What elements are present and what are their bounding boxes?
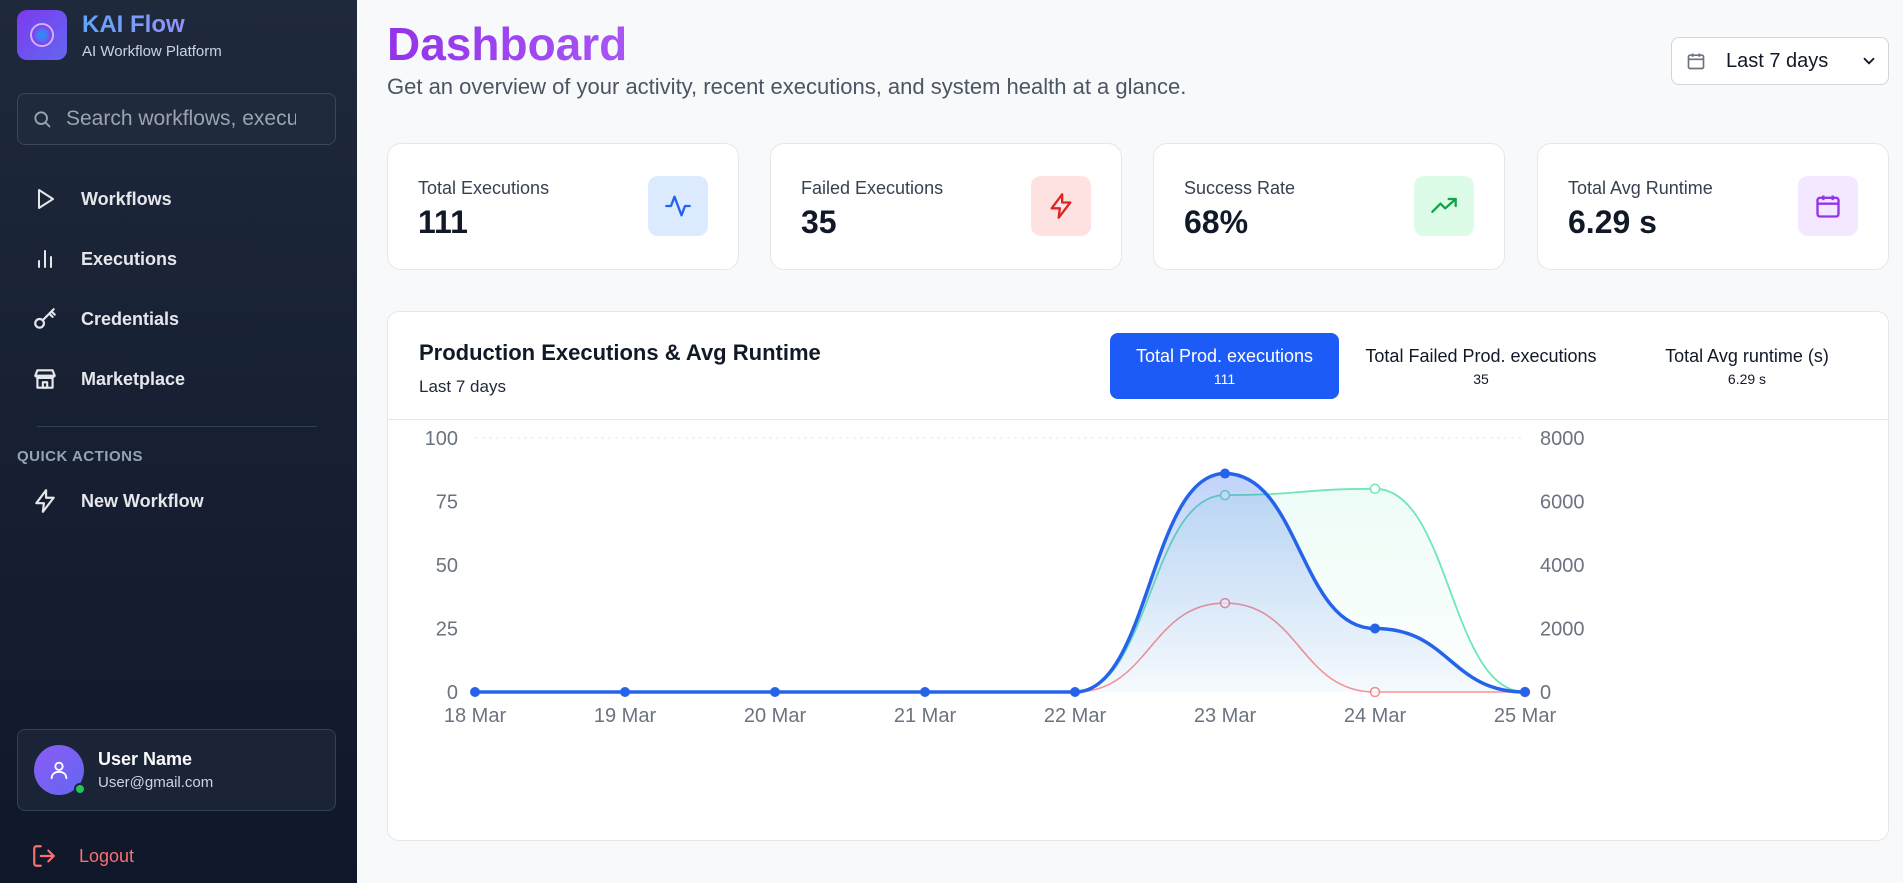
y-left-tick-label: 75 bbox=[436, 492, 458, 514]
calendar-icon bbox=[1798, 176, 1858, 236]
avatar bbox=[34, 745, 86, 795]
page-title: Dashboard bbox=[387, 18, 628, 70]
data-point-prod-executions bbox=[920, 687, 930, 697]
data-point-prod-executions bbox=[470, 687, 480, 697]
calendar-icon bbox=[1687, 53, 1705, 70]
key-icon bbox=[31, 305, 59, 333]
stat-value: 68% bbox=[1184, 204, 1249, 240]
brand[interactable]: KAI Flow AI Workflow Platform bbox=[17, 10, 222, 60]
tab-label: Total Prod. executions bbox=[1135, 346, 1314, 366]
tab-value: 6.29 s bbox=[1727, 371, 1767, 387]
y-right-tick-label: 0 bbox=[1540, 682, 1551, 704]
data-point-prod-executions bbox=[1070, 687, 1080, 697]
y-right-tick-label: 6000 bbox=[1540, 492, 1585, 514]
data-point-prod-executions bbox=[1370, 623, 1380, 634]
sidebar-divider bbox=[37, 426, 317, 427]
data-point-prod-executions bbox=[1220, 468, 1230, 479]
main-content: Dashboard Get an overview of your activi… bbox=[357, 0, 1903, 883]
stat-label: Failed Executions bbox=[801, 178, 944, 198]
tab-total-avg-runtime[interactable]: Total Avg runtime (s) 6.29 s bbox=[1623, 333, 1871, 399]
quick-actions-heading: QUICK ACTIONS bbox=[17, 448, 143, 465]
app-subtitle: AI Workflow Platform bbox=[82, 42, 222, 60]
play-icon bbox=[31, 185, 59, 213]
chart-subtitle: Last 7 days bbox=[419, 377, 506, 396]
sidebar-item-label: Executions bbox=[81, 248, 178, 269]
x-tick-label: 20 Mar bbox=[744, 705, 807, 727]
executions-chart: 0 25 50 75 100 0 2000 4000 6000 8000 18 Mar 19 Mar 2… bbox=[425, 428, 1585, 727]
online-status-dot bbox=[74, 783, 86, 795]
data-point-prod-executions bbox=[770, 687, 780, 697]
series-area-prod-executions bbox=[475, 473, 1525, 692]
stat-value: 111 bbox=[418, 204, 468, 240]
search-icon bbox=[34, 111, 51, 128]
data-point-prod-executions bbox=[620, 687, 630, 697]
tab-value: 35 bbox=[1473, 371, 1489, 387]
date-range-value: Last 7 days bbox=[1726, 49, 1829, 72]
store-icon bbox=[31, 365, 59, 393]
tab-total-prod-executions[interactable]: Total Prod. executions 111 bbox=[1110, 333, 1339, 399]
x-tick-label: 24 Mar bbox=[1344, 705, 1407, 727]
tab-value: 111 bbox=[1213, 371, 1236, 387]
chevron-down-icon bbox=[1863, 57, 1875, 65]
trending-up-icon bbox=[1414, 176, 1474, 236]
bar-chart-icon bbox=[31, 245, 59, 273]
x-tick-label: 22 Mar bbox=[1044, 705, 1107, 727]
app-title: KAI Flow bbox=[82, 11, 222, 39]
zap-icon bbox=[1031, 176, 1091, 236]
zap-icon bbox=[31, 487, 59, 515]
user-email: User@gmail.com bbox=[98, 774, 214, 791]
activity-icon bbox=[648, 176, 708, 236]
y-left-tick-label: 50 bbox=[436, 555, 458, 577]
user-icon bbox=[50, 761, 68, 780]
new-workflow-label: New Workflow bbox=[81, 490, 204, 511]
y-right-tick-label: 8000 bbox=[1540, 428, 1585, 450]
y-right-tick-label: 2000 bbox=[1540, 619, 1585, 641]
sidebar-item-marketplace[interactable]: Marketplace bbox=[17, 356, 336, 402]
sidebar-item-workflows[interactable]: Workflows bbox=[17, 176, 336, 222]
stat-card-avg-runtime: Total Avg Runtime 6.29 s bbox=[1537, 143, 1889, 270]
stat-card-failed-executions: Failed Executions 35 bbox=[770, 143, 1122, 270]
x-tick-label: 21 Mar bbox=[894, 705, 957, 727]
logout-label: Logout bbox=[79, 845, 135, 866]
stat-value: 6.29 s bbox=[1568, 204, 1657, 240]
data-point-avg-runtime bbox=[1369, 483, 1381, 495]
search-box bbox=[17, 93, 336, 145]
stat-value: 35 bbox=[801, 204, 837, 240]
chart-card: Production Executions & Avg Runtime Last… bbox=[387, 311, 1889, 841]
y-left-tick-label: 100 bbox=[425, 428, 458, 450]
sidebar-item-executions[interactable]: Executions bbox=[17, 236, 336, 282]
x-tick-label: 19 Mar bbox=[594, 705, 657, 727]
x-tick-label: 25 Mar bbox=[1494, 705, 1557, 727]
sidebar-item-label: Marketplace bbox=[81, 368, 186, 389]
sidebar: KAI Flow AI Workflow Platform Workflows … bbox=[0, 0, 357, 883]
sidebar-item-credentials[interactable]: Credentials bbox=[17, 296, 336, 342]
x-tick-label: 23 Mar bbox=[1194, 705, 1257, 727]
x-tick-label: 18 Mar bbox=[444, 705, 507, 727]
stat-card-total-executions: Total Executions 111 bbox=[387, 143, 739, 270]
stat-card-success-rate: Success Rate 68% bbox=[1153, 143, 1505, 270]
tab-label: Total Avg runtime (s) bbox=[1665, 346, 1829, 366]
tab-total-failed-prod-executions[interactable]: Total Failed Prod. executions 35 bbox=[1354, 333, 1608, 399]
search-input[interactable] bbox=[66, 107, 296, 131]
y-right-tick-label: 4000 bbox=[1540, 555, 1585, 577]
logout-icon bbox=[33, 845, 55, 867]
logout-button[interactable]: Logout bbox=[31, 843, 134, 869]
stat-label: Success Rate bbox=[1184, 178, 1296, 198]
sidebar-item-label: Credentials bbox=[81, 308, 180, 329]
y-left-tick-label: 0 bbox=[447, 682, 458, 704]
chart-header: Production Executions & Avg Runtime Last… bbox=[388, 312, 1888, 420]
stat-label: Total Executions bbox=[418, 178, 550, 198]
user-name: User Name bbox=[98, 749, 193, 769]
user-card[interactable]: User Name User@gmail.com bbox=[17, 729, 336, 811]
sidebar-item-label: Workflows bbox=[81, 188, 172, 209]
chart-title: Production Executions & Avg Runtime bbox=[419, 340, 821, 365]
y-left-tick-label: 25 bbox=[436, 619, 458, 641]
tab-label: Total Failed Prod. executions bbox=[1365, 346, 1597, 366]
app-logo bbox=[17, 10, 67, 60]
new-workflow-button[interactable]: New Workflow bbox=[17, 478, 336, 524]
date-range-select[interactable]: Last 7 days bbox=[1671, 37, 1889, 85]
data-point-prod-executions bbox=[1520, 687, 1530, 697]
page-subtitle: Get an overview of your activity, recent… bbox=[387, 74, 1187, 99]
stat-label: Total Avg Runtime bbox=[1568, 178, 1713, 198]
